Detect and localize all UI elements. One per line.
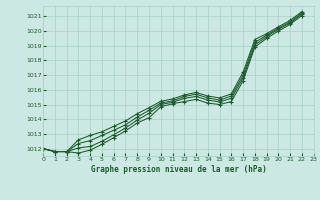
X-axis label: Graphe pression niveau de la mer (hPa): Graphe pression niveau de la mer (hPa) bbox=[91, 165, 266, 174]
